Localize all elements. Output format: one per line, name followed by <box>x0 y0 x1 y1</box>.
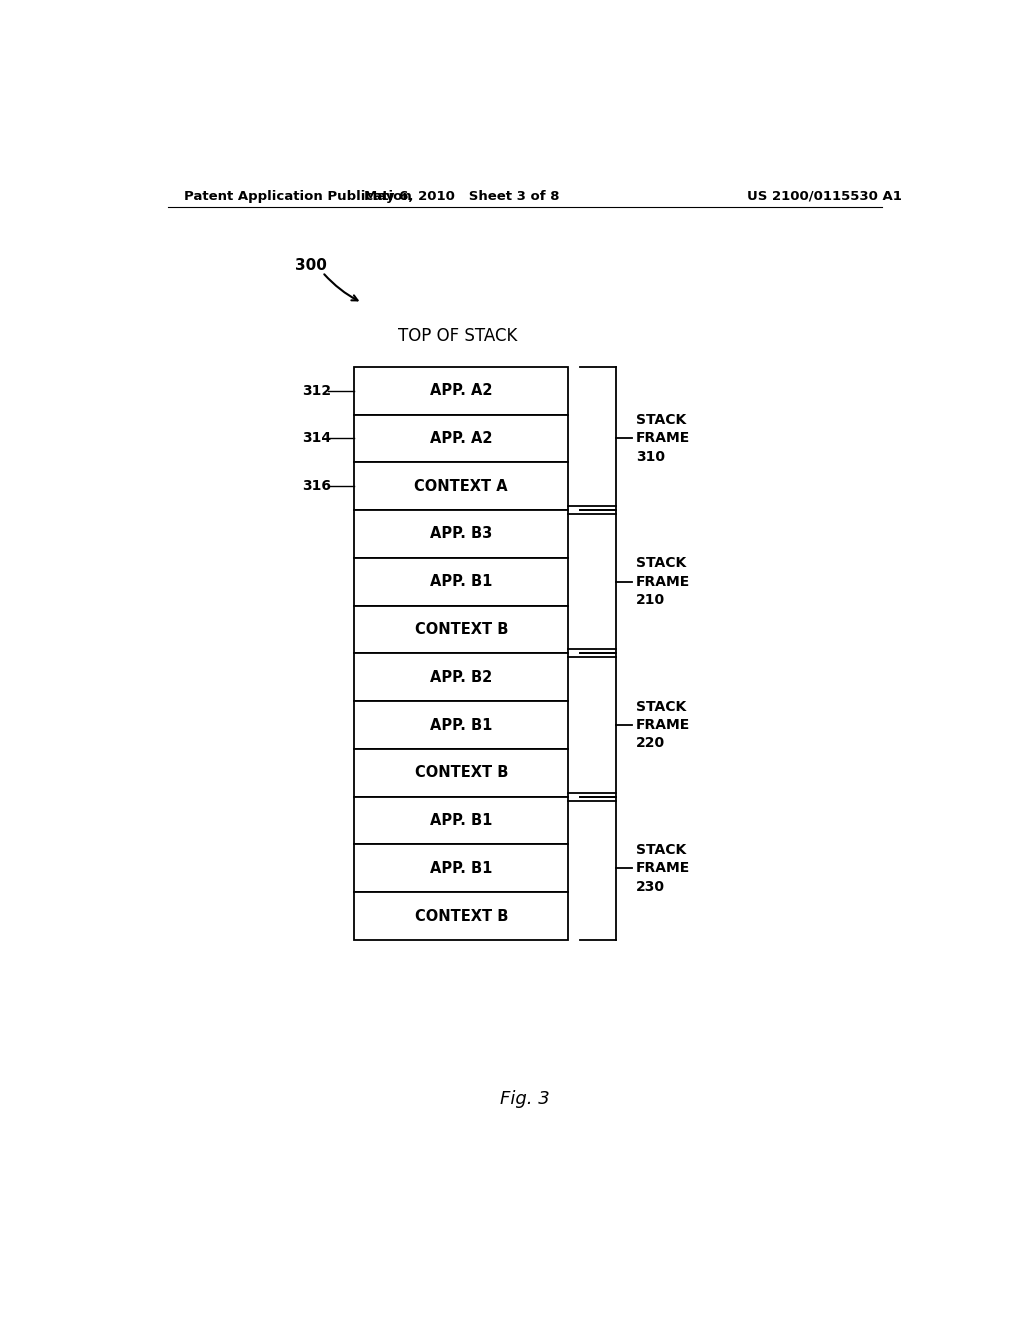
Text: 312: 312 <box>303 384 332 397</box>
Text: APP. B1: APP. B1 <box>430 861 493 876</box>
Text: Patent Application Publication: Patent Application Publication <box>183 190 412 202</box>
Text: May 6, 2010   Sheet 3 of 8: May 6, 2010 Sheet 3 of 8 <box>364 190 559 202</box>
Text: APP. A2: APP. A2 <box>430 383 493 399</box>
Text: STACK
FRAME
230: STACK FRAME 230 <box>636 843 690 894</box>
Bar <box>354 367 568 414</box>
Bar <box>354 845 568 892</box>
Text: STACK
FRAME
220: STACK FRAME 220 <box>636 700 690 751</box>
Bar <box>354 558 568 606</box>
Text: 314: 314 <box>303 432 332 445</box>
Bar <box>354 414 568 462</box>
Text: Fig. 3: Fig. 3 <box>500 1089 550 1107</box>
Text: APP. B3: APP. B3 <box>430 527 493 541</box>
Bar <box>354 462 568 510</box>
Text: CONTEXT B: CONTEXT B <box>415 766 508 780</box>
Text: APP. B2: APP. B2 <box>430 669 493 685</box>
Text: TOP OF STACK: TOP OF STACK <box>397 327 517 346</box>
Text: APP. A2: APP. A2 <box>430 430 493 446</box>
Bar <box>354 797 568 845</box>
Text: APP. B1: APP. B1 <box>430 718 493 733</box>
Text: 316: 316 <box>303 479 332 494</box>
Bar <box>354 892 568 940</box>
Text: STACK
FRAME
310: STACK FRAME 310 <box>636 413 690 463</box>
Text: CONTEXT A: CONTEXT A <box>415 479 508 494</box>
Bar <box>354 606 568 653</box>
Text: STACK
FRAME
210: STACK FRAME 210 <box>636 556 690 607</box>
Text: 300: 300 <box>295 257 327 273</box>
Text: CONTEXT B: CONTEXT B <box>415 622 508 638</box>
Text: APP. B1: APP. B1 <box>430 813 493 828</box>
Text: APP. B1: APP. B1 <box>430 574 493 589</box>
Bar <box>354 748 568 797</box>
Text: US 2100/0115530 A1: US 2100/0115530 A1 <box>748 190 902 202</box>
Bar <box>354 510 568 558</box>
Bar <box>354 653 568 701</box>
Text: CONTEXT B: CONTEXT B <box>415 908 508 924</box>
Bar <box>354 701 568 748</box>
